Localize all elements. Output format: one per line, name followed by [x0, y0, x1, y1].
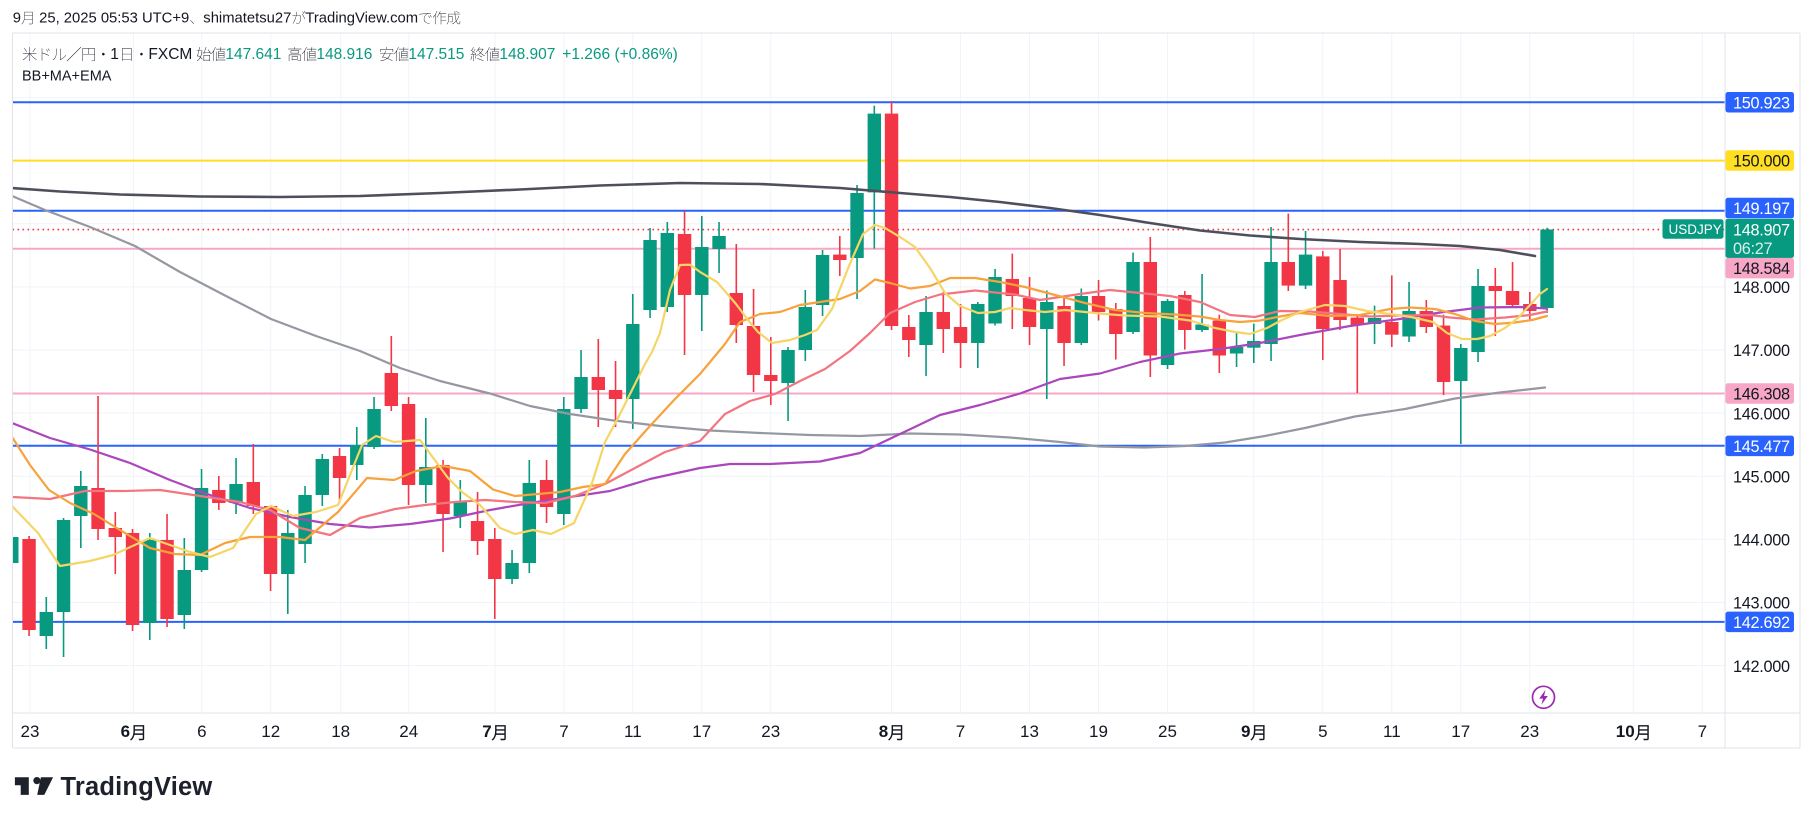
svg-text:17: 17 [1451, 722, 1470, 741]
svg-text:148.907: 148.907 [1733, 222, 1790, 240]
svg-text:146.308: 146.308 [1733, 386, 1790, 404]
svg-text:17: 17 [692, 722, 711, 741]
svg-text:+1.266 (+0.86%): +1.266 (+0.86%) [562, 46, 677, 63]
svg-text:147.515: 147.515 [408, 46, 464, 63]
svg-text:150.923: 150.923 [1733, 94, 1790, 112]
svg-text:TradingView.com: TradingView.com [305, 10, 418, 26]
svg-text:25: 25 [1158, 722, 1177, 741]
svg-text:142.000: 142.000 [1733, 658, 1790, 676]
svg-text:7: 7 [1698, 722, 1707, 741]
svg-text:10: 10 [1616, 722, 1635, 741]
svg-text:145.000: 145.000 [1733, 468, 1790, 486]
svg-text:13: 13 [1020, 722, 1039, 741]
svg-text:19: 19 [1089, 722, 1108, 741]
svg-text:BB+MA+EMA: BB+MA+EMA [22, 69, 112, 85]
svg-text:146.000: 146.000 [1733, 405, 1790, 423]
svg-text:148.584: 148.584 [1733, 260, 1790, 278]
svg-text:148.916: 148.916 [316, 46, 372, 63]
svg-text:149.197: 149.197 [1733, 200, 1790, 218]
svg-text:7: 7 [559, 722, 568, 741]
svg-text:7: 7 [482, 722, 491, 741]
svg-text:9: 9 [13, 10, 21, 26]
svg-text:06:27: 06:27 [1733, 240, 1772, 258]
svg-text:7: 7 [956, 722, 965, 741]
svg-text:11: 11 [624, 722, 642, 741]
svg-text:23: 23 [1520, 722, 1539, 741]
svg-text:18: 18 [331, 722, 350, 741]
svg-text:147.000: 147.000 [1733, 342, 1790, 360]
svg-text:147.641: 147.641 [225, 46, 281, 63]
svg-text:12: 12 [261, 722, 280, 741]
svg-text:8: 8 [879, 722, 888, 741]
svg-text:150.000: 150.000 [1733, 153, 1790, 171]
svg-text:25, 2025 05:53 UTC+9: 25, 2025 05:53 UTC+9 [35, 10, 189, 26]
svg-text:11: 11 [1383, 722, 1401, 741]
svg-text:TradingView: TradingView [61, 773, 213, 801]
svg-text:shimatetsu27: shimatetsu27 [203, 10, 291, 26]
svg-text:5: 5 [1318, 722, 1327, 741]
svg-text:23: 23 [21, 722, 40, 741]
svg-text:23: 23 [761, 722, 780, 741]
svg-text:1: 1 [110, 46, 119, 63]
svg-text:144.000: 144.000 [1733, 532, 1790, 550]
svg-text:143.000: 143.000 [1733, 595, 1790, 613]
svg-text:6: 6 [197, 722, 206, 741]
svg-text:USDJPY: USDJPY [1669, 222, 1722, 237]
svg-text:148.000: 148.000 [1733, 279, 1790, 297]
svg-text:FXCM: FXCM [148, 46, 192, 63]
svg-text:142.692: 142.692 [1733, 614, 1790, 632]
svg-text:24: 24 [399, 722, 418, 741]
svg-text:148.907: 148.907 [499, 46, 555, 63]
svg-text:6: 6 [121, 722, 130, 741]
svg-text:9: 9 [1241, 722, 1250, 741]
svg-text:145.477: 145.477 [1733, 438, 1790, 456]
